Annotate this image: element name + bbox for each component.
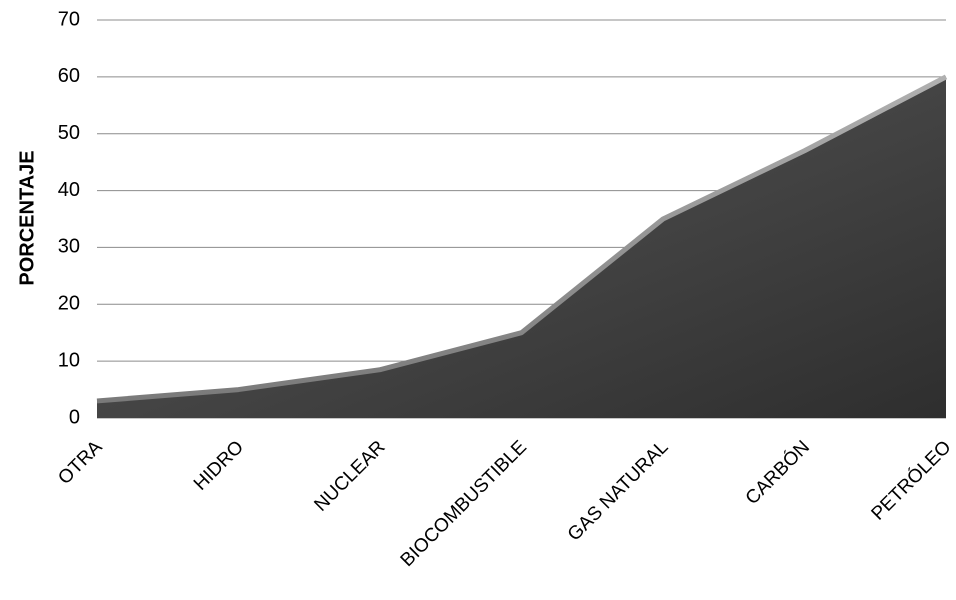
x-tick-label: CARBÓN bbox=[741, 436, 814, 509]
y-tick-label: 10 bbox=[58, 349, 80, 371]
x-tick-label: OTRA bbox=[54, 436, 106, 488]
gridlines bbox=[97, 19, 946, 419]
y-tick-label: 50 bbox=[58, 122, 80, 144]
y-axis-title: PORCENTAJE bbox=[16, 150, 38, 285]
y-axis-ticks: 0 10 20 30 40 50 60 70 bbox=[58, 8, 80, 428]
y-tick-label: 70 bbox=[58, 8, 80, 30]
x-tick-label: NUCLEAR bbox=[310, 437, 389, 516]
y-tick-label: 60 bbox=[58, 65, 80, 87]
y-tick-label: 20 bbox=[58, 293, 80, 315]
x-tick-label: BIOCOMBUSTIBLE bbox=[397, 437, 531, 571]
y-tick-label: 0 bbox=[69, 406, 80, 428]
area-fill bbox=[97, 76, 946, 418]
y-tick-label: 30 bbox=[58, 236, 80, 258]
x-tick-label: PETRÓLEO bbox=[867, 436, 956, 525]
area-top-edge bbox=[96, 74, 948, 404]
y-tick-label: 40 bbox=[58, 179, 80, 201]
x-tick-label: GAS NATURAL bbox=[564, 437, 673, 546]
x-axis-ticks: OTRA HIDRO NUCLEAR BIOCOMBUSTIBLE GAS NATURA… bbox=[54, 436, 955, 571]
x-tick-label: HIDRO bbox=[190, 437, 248, 495]
area-series bbox=[96, 74, 948, 418]
